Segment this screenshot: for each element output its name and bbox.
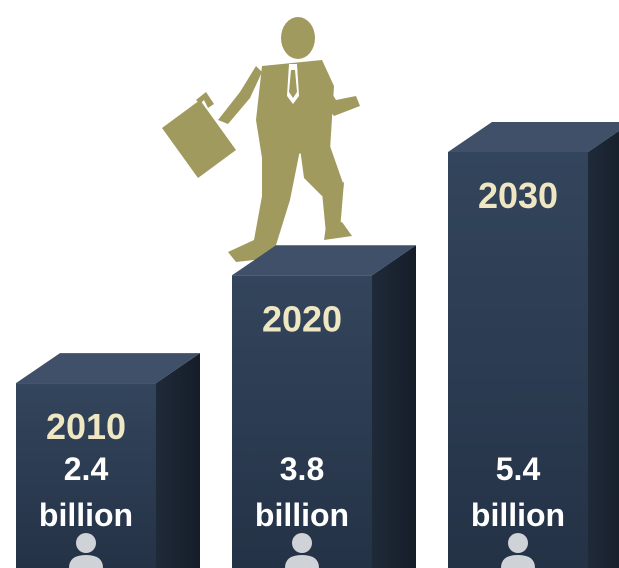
bar-year-label: 2010	[46, 406, 126, 447]
bars-layer: 2010 2.4 billion 2020 3.8 billion 2030 5.4 billi…	[16, 122, 619, 568]
bar-2010: 2010 2.4 billion	[16, 353, 200, 568]
bar-side-face	[372, 245, 416, 568]
bar-year-label: 2020	[262, 298, 342, 339]
bar-front-face	[232, 275, 372, 568]
bar-side-face	[156, 353, 200, 568]
person-icon	[501, 533, 535, 568]
person-icon	[285, 533, 319, 568]
bar-unit-label: billion	[39, 497, 133, 533]
climbing-businessman-icon	[162, 17, 360, 262]
bar-2020: 2020 3.8 billion	[232, 245, 416, 568]
bar-front-face	[448, 152, 588, 568]
bar-value-label: 3.8	[280, 451, 324, 487]
person-icon	[69, 533, 103, 568]
bar-top-face	[232, 245, 416, 276]
bar-side-face	[588, 130, 619, 568]
bar-top-face	[448, 122, 619, 152]
bar-unit-label: billion	[255, 497, 349, 533]
bar-2030: 2030 5.4 billion	[448, 122, 619, 568]
bar-value-label: 5.4	[496, 451, 541, 487]
bar-value-label: 2.4	[64, 451, 109, 487]
bar-unit-label: billion	[471, 497, 565, 533]
bar-year-label: 2030	[478, 175, 558, 216]
bar-top-face	[16, 353, 200, 384]
